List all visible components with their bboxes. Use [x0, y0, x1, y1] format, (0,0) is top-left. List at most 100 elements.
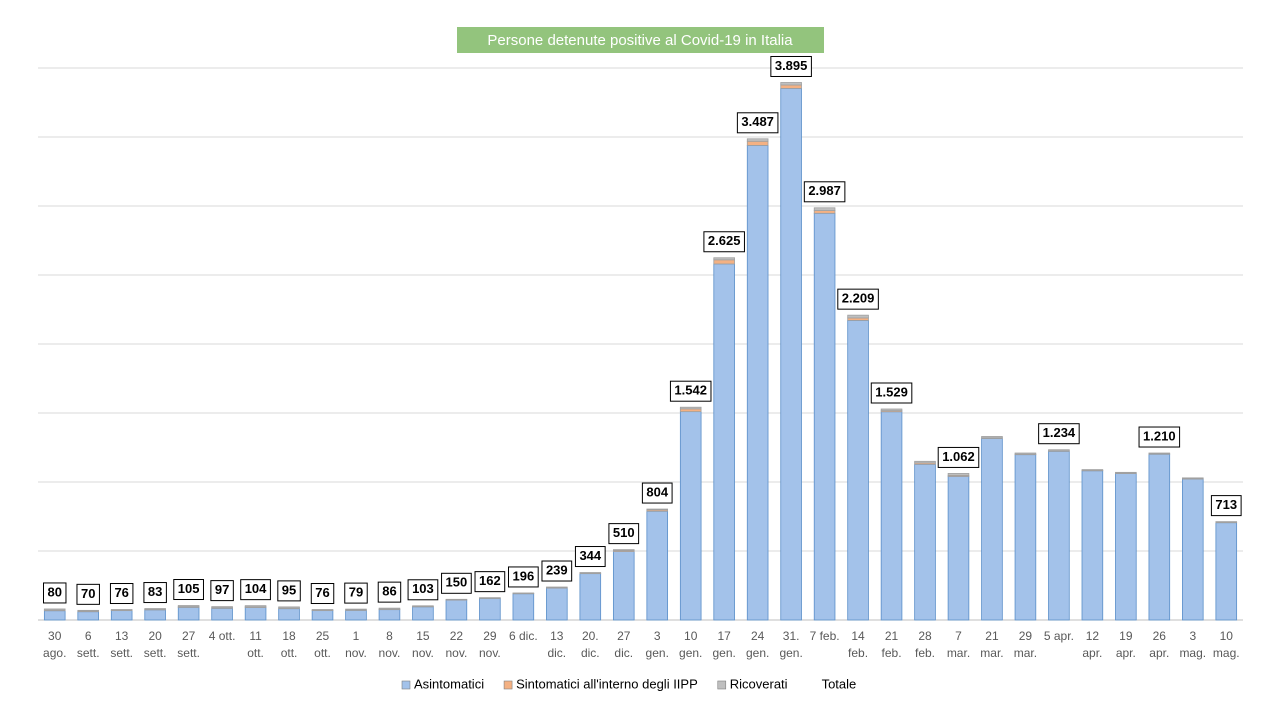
x-tick-line: dic.: [547, 646, 566, 660]
legend-label: Asintomatici: [414, 676, 484, 691]
x-tick-label: 3 gen.: [646, 629, 669, 660]
bar-segment: [1115, 473, 1137, 621]
legend-label: Sintomatici all'interno degli IIPP: [516, 676, 698, 691]
x-tick-label: 26 apr.: [1149, 629, 1169, 660]
x-tick-line: nov.: [479, 646, 501, 660]
bar-segment: [1014, 454, 1037, 621]
bar-segment: [311, 609, 334, 611]
bar-segment: [77, 611, 99, 621]
x-tick-line: sett.: [77, 646, 100, 660]
x-tick-line: gen.: [713, 646, 736, 660]
x-tick-label: 20. dic.: [581, 629, 600, 660]
total-label: 1.210: [1143, 428, 1176, 443]
total-label: 76: [114, 585, 128, 600]
x-tick-line: 27: [617, 629, 631, 643]
x-tick-label: 5 apr.: [1044, 629, 1074, 643]
total-label: 1.062: [942, 449, 975, 464]
total-label: 239: [546, 562, 568, 577]
bar-segment: [746, 138, 769, 142]
label-box: [407, 579, 439, 601]
x-tick-line: 1: [353, 629, 360, 643]
x-tick-line: gen.: [679, 646, 702, 660]
x-tick-line: 21: [985, 629, 999, 643]
x-tick-line: feb.: [848, 646, 868, 660]
x-tick-label: 19 apr.: [1116, 629, 1136, 660]
x-tick-label: 29 nov.: [479, 629, 501, 660]
label-box: [344, 582, 368, 604]
x-tick-line: 27: [182, 629, 196, 643]
legend-label: Ricoverati: [730, 676, 788, 691]
x-tick-line: 29: [483, 629, 497, 643]
x-tick-label: 22 nov.: [446, 629, 468, 660]
bar-segment: [713, 263, 735, 621]
total-label: 2.209: [842, 291, 875, 306]
label-box: [143, 582, 167, 604]
x-tick-line: 6: [85, 629, 92, 643]
bar-segment: [546, 587, 568, 621]
label-box: [76, 583, 100, 605]
x-tick-line: 19: [1119, 629, 1133, 643]
bar-segment: [144, 608, 166, 610]
total-label: 103: [412, 581, 434, 596]
x-tick-label: 7 mar.: [947, 629, 970, 660]
x-tick-label: 15 nov.: [412, 629, 434, 660]
label-box: [641, 482, 673, 504]
bar-segment: [1215, 521, 1238, 523]
x-tick-line: feb.: [915, 646, 935, 660]
bar-segment: [1148, 453, 1171, 621]
legend-swatch: [503, 680, 513, 690]
x-tick-line: 20: [148, 629, 162, 643]
bar-segment: [278, 608, 300, 621]
x-tick-line: mag.: [1213, 646, 1240, 660]
x-tick-label: 29 mar.: [1014, 629, 1037, 660]
x-tick-line: apr.: [1082, 646, 1102, 660]
x-tick-line: nov.: [345, 646, 367, 660]
bar-segment: [1014, 452, 1037, 455]
x-tick-label: 20 sett.: [144, 629, 167, 660]
legend-swatch: [717, 680, 727, 690]
bar-segment: [512, 593, 535, 621]
bar-segment: [780, 84, 802, 89]
bar-segment: [177, 607, 200, 621]
x-tick-line: ott.: [247, 646, 264, 660]
x-tick-line: 25: [316, 629, 330, 643]
x-tick-line: sett.: [177, 646, 200, 660]
label-box: [870, 382, 913, 404]
bar-segment: [1048, 450, 1070, 621]
x-tick-line: nov.: [446, 646, 468, 660]
bar-segment: [914, 460, 936, 464]
total-label: 2.987: [808, 183, 841, 198]
total-label: 83: [148, 584, 162, 599]
label-box: [474, 571, 506, 593]
x-tick-label: 14 feb.: [848, 629, 868, 660]
bar-segment: [110, 609, 133, 611]
label-box: [277, 580, 301, 602]
bar-segment: [345, 610, 367, 621]
title-box: [457, 27, 824, 53]
x-tick-line: ott.: [281, 646, 298, 660]
x-tick-label: 7 feb.: [810, 629, 840, 643]
bar-segment: [1182, 478, 1204, 621]
bar-segment: [412, 605, 434, 607]
x-tick-label: 25 ott.: [314, 629, 331, 660]
x-tick-line: sett.: [144, 646, 167, 660]
bar-segment: [713, 259, 735, 265]
bar-segment: [278, 606, 300, 609]
x-tick-line: 17: [718, 629, 732, 643]
bar-segment: [981, 436, 1003, 439]
x-tick-label: 31. gen.: [779, 629, 802, 660]
bar-segment: [880, 408, 903, 412]
label-box: [377, 581, 402, 603]
total-label: 162: [479, 573, 501, 588]
total-label: 95: [282, 582, 296, 597]
bar-segment: [378, 607, 401, 610]
x-tick-line: 3: [654, 629, 661, 643]
total-label: 344: [579, 548, 601, 563]
bar-segment: [981, 438, 1003, 621]
x-tick-line: 22: [450, 629, 464, 643]
total-label: 76: [315, 585, 329, 600]
total-label: 86: [382, 584, 396, 599]
total-label: 97: [215, 582, 229, 597]
label-box: [803, 181, 846, 203]
bar-segment: [813, 210, 836, 214]
